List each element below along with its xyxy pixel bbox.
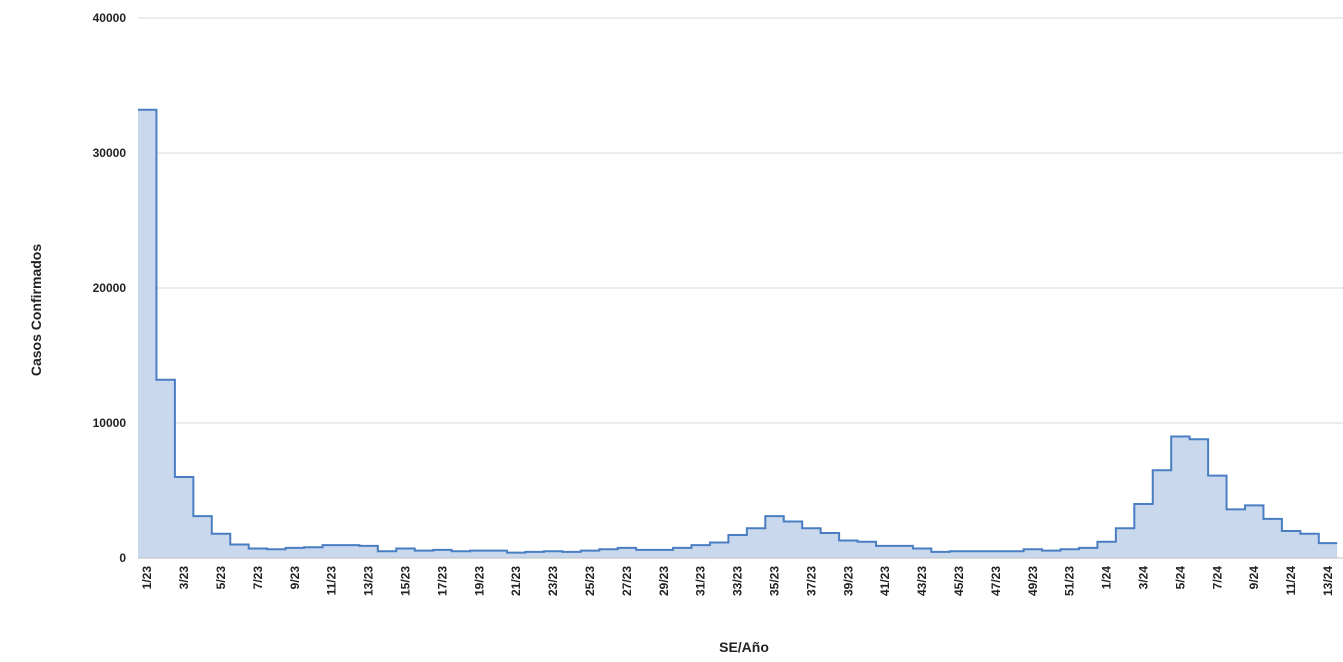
x-tick-label: 3/23: [177, 566, 191, 590]
x-tick-label: 21/23: [509, 566, 523, 596]
x-tick-label: 19/23: [472, 566, 486, 596]
y-axis-title: Casos Confirmados: [28, 244, 44, 376]
x-tick-label: 7/24: [1210, 566, 1224, 590]
x-tick-label: 11/23: [325, 566, 339, 596]
x-tick-label: 43/23: [915, 566, 929, 596]
series-area: [138, 108, 1343, 559]
x-axis-title: SE/Año: [719, 639, 769, 655]
x-tick-label: 9/23: [288, 566, 302, 590]
x-tick-label: 51/23: [1063, 566, 1077, 596]
x-tick-label: 9/24: [1247, 566, 1261, 590]
x-tick-label: 25/23: [583, 566, 597, 596]
x-tick-label: 37/23: [804, 566, 818, 596]
x-tick-label: 5/23: [214, 566, 228, 590]
x-tick-label: 1/23: [140, 566, 154, 590]
y-tick-label-10000: 10000: [93, 416, 127, 430]
x-tick-label: 31/23: [694, 566, 708, 596]
x-tick-label: 35/23: [768, 566, 782, 596]
series-line: [138, 108, 1338, 554]
y-tick-label-40000: 40000: [93, 11, 127, 25]
x-tick-label: 39/23: [841, 566, 855, 596]
x-tick-label: 17/23: [435, 566, 449, 596]
x-tick-label: 13/24: [1321, 566, 1335, 596]
x-tick-label: 41/23: [878, 566, 892, 596]
x-tick-label: 45/23: [952, 566, 966, 596]
x-tick-label: 47/23: [989, 566, 1003, 596]
x-tick-label: 13/23: [362, 566, 376, 596]
x-tick-label: 33/23: [731, 566, 745, 596]
x-tick-label: 49/23: [1026, 566, 1040, 596]
x-tick-label: 3/24: [1137, 566, 1151, 590]
y-tick-label-0: 0: [119, 551, 126, 565]
x-tick-label: 23/23: [546, 566, 560, 596]
x-tick-label: 29/23: [657, 566, 671, 596]
x-tick-label: 11/24: [1284, 566, 1298, 596]
y-tick-label-30000: 30000: [93, 146, 127, 160]
y-tick-label-20000: 20000: [93, 281, 127, 295]
series-fill: [138, 109, 1338, 559]
y-axis-ticks: 0 10000 20000 30000 40000: [93, 11, 127, 565]
x-tick-label: 5/24: [1173, 566, 1187, 590]
x-tick-label: 15/23: [399, 566, 413, 596]
x-tick-label: 27/23: [620, 566, 634, 596]
x-axis-ticks: 1/23 3/23 5/23 7/23 9/23 11/23 13/23 15/23 17/23…: [140, 566, 1335, 596]
x-tick-label: 7/23: [251, 566, 265, 590]
x-tick-label: 1/24: [1100, 566, 1114, 590]
